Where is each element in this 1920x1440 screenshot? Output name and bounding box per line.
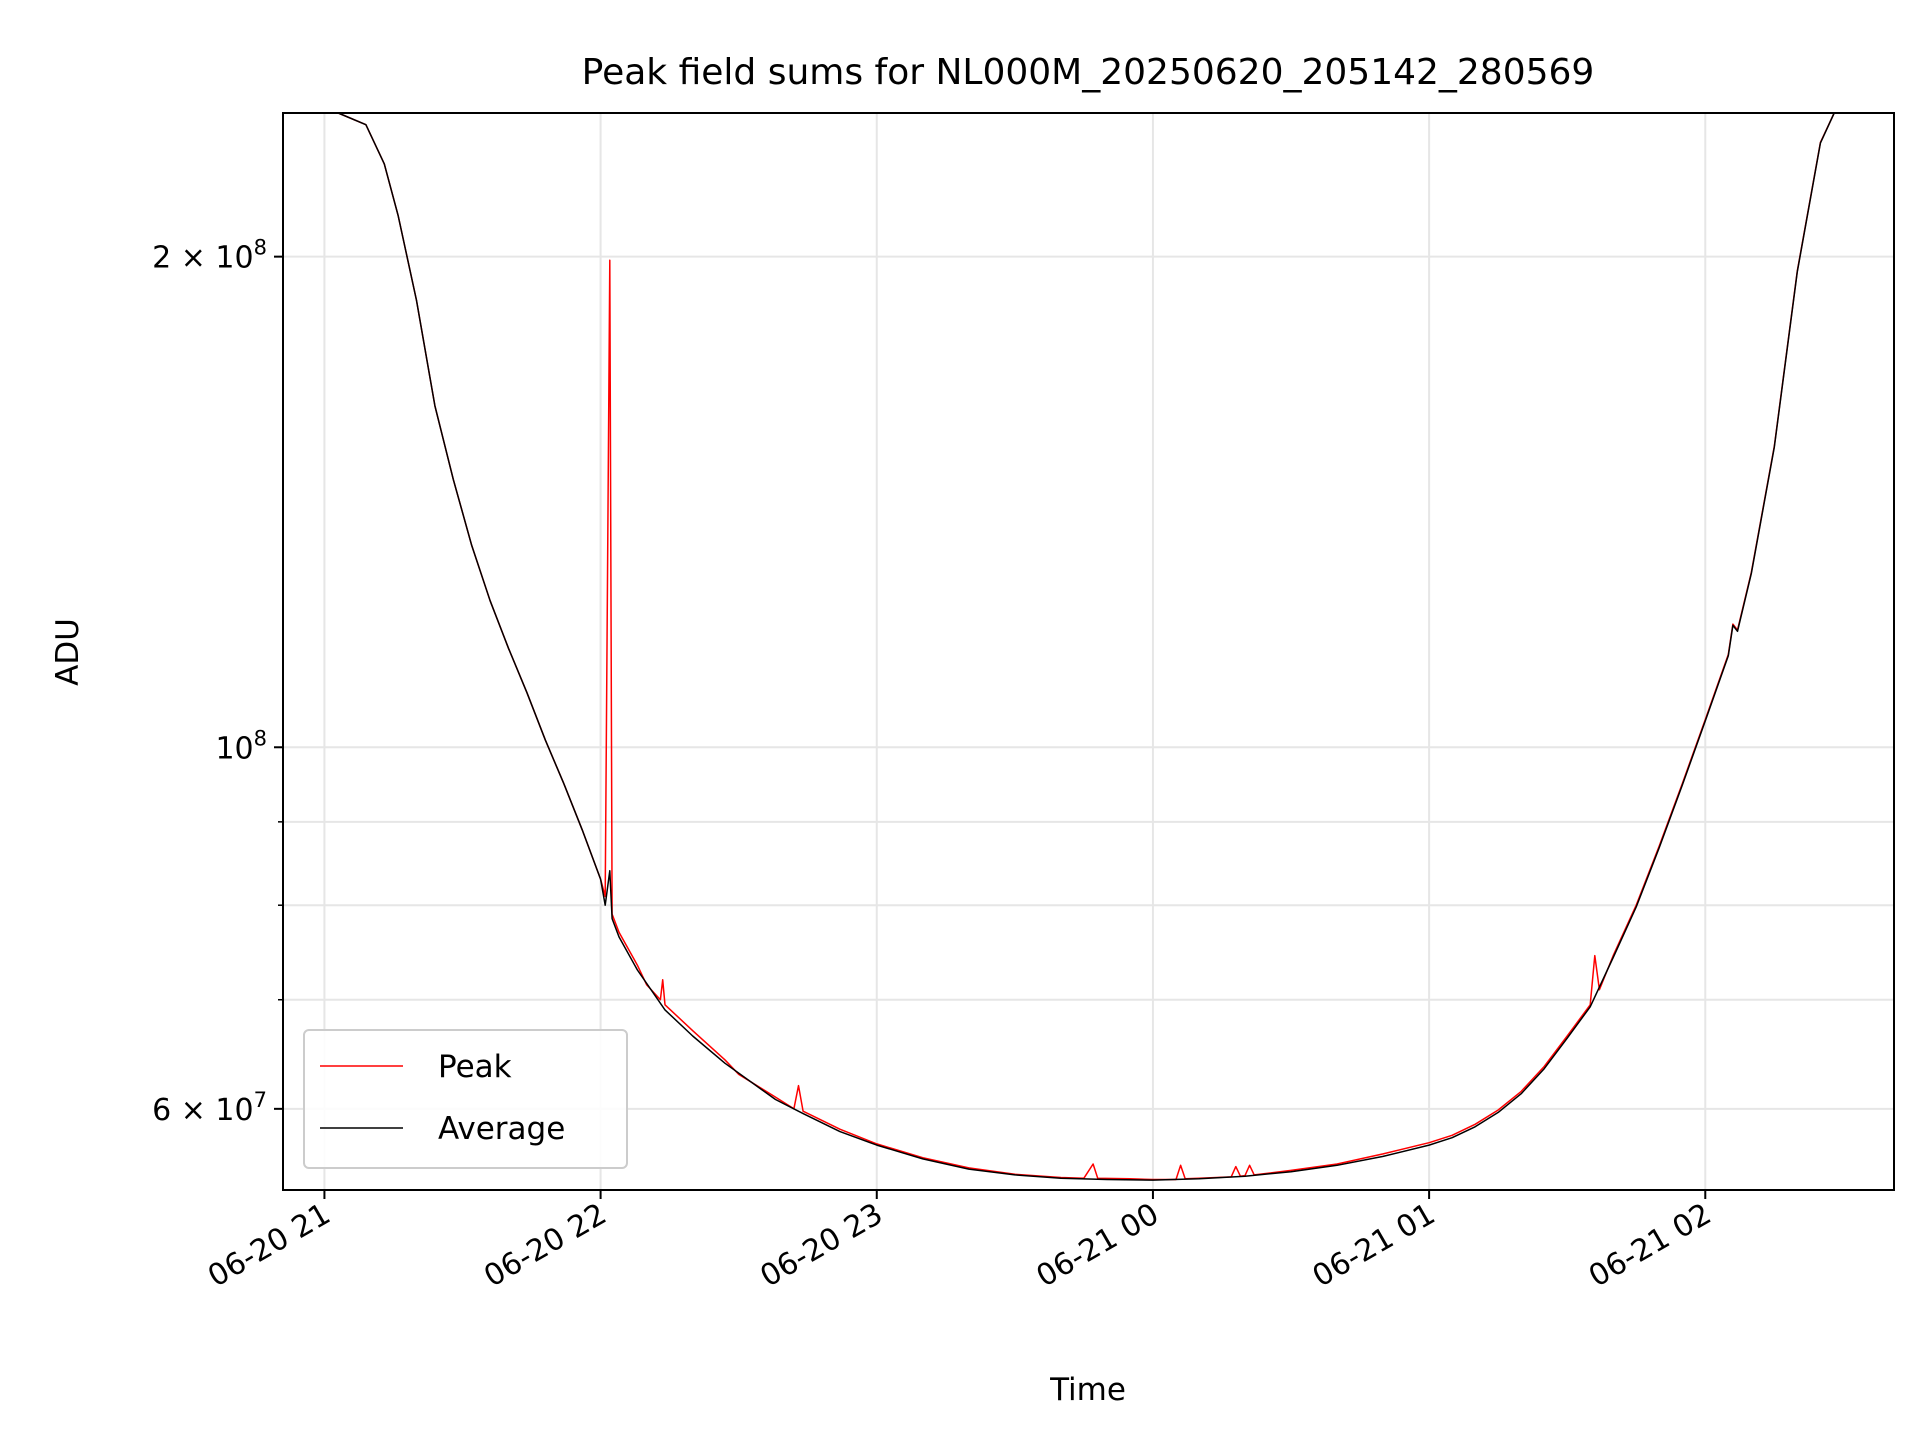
legend-label-average: Average bbox=[438, 1111, 565, 1147]
legend-label-peak: Peak bbox=[438, 1049, 512, 1085]
y-tick-label-base: 2 × 10 bbox=[152, 241, 253, 276]
y-tick-label: 108 bbox=[215, 726, 267, 766]
y-tick-label-base: 6 × 10 bbox=[152, 1093, 253, 1128]
chart-title: Peak field sums for NL000M_20250620_2051… bbox=[582, 52, 1595, 93]
plot-frame bbox=[282, 112, 1895, 1191]
y-tick-label-exponent: 8 bbox=[254, 236, 267, 260]
legend: Peak Average bbox=[303, 1029, 628, 1169]
y-tick-label: 2 × 108 bbox=[152, 236, 267, 276]
y-tick-label: 6 × 107 bbox=[152, 1088, 267, 1128]
x-axis-title: Time bbox=[1049, 1372, 1126, 1408]
series-line-average bbox=[283, 112, 1894, 1181]
legend-box bbox=[303, 1029, 628, 1169]
y-axis-title: ADU bbox=[50, 618, 86, 686]
y-tick-label-exponent: 7 bbox=[254, 1088, 267, 1112]
series-layer bbox=[283, 112, 1894, 1181]
y-tick-label-base: 10 bbox=[215, 731, 253, 766]
y-tick-label-exponent: 8 bbox=[254, 726, 267, 750]
